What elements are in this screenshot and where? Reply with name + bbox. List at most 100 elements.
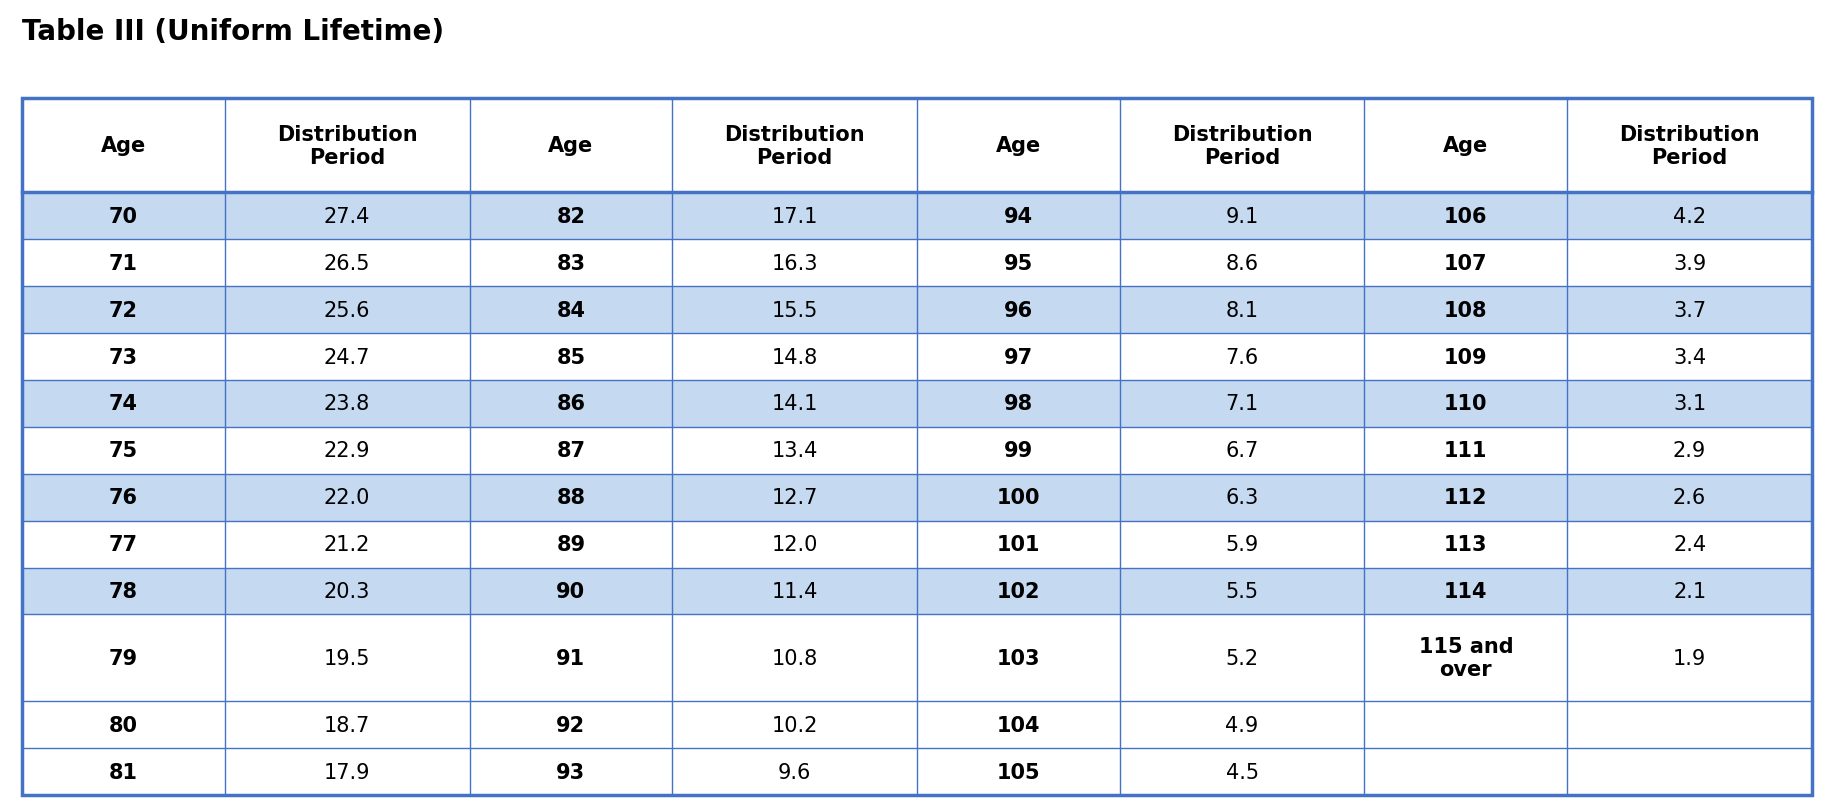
Text: 9.6: 9.6: [778, 761, 811, 781]
Text: 24.7: 24.7: [325, 347, 370, 367]
Text: 111: 111: [1443, 441, 1487, 461]
Text: 27.4: 27.4: [325, 206, 370, 226]
Bar: [22, 427, 1812, 475]
Text: 94: 94: [1003, 206, 1033, 226]
Text: 85: 85: [556, 347, 585, 367]
Text: Age: Age: [548, 137, 594, 157]
Text: 108: 108: [1443, 300, 1487, 320]
Text: 15.5: 15.5: [772, 300, 818, 320]
Text: 25.6: 25.6: [325, 300, 370, 320]
Text: 2.4: 2.4: [1673, 535, 1706, 554]
Text: 10.2: 10.2: [772, 715, 818, 735]
Text: Distribution
Period: Distribution Period: [1172, 124, 1313, 168]
Text: 89: 89: [556, 535, 585, 554]
Text: 77: 77: [108, 535, 138, 554]
Text: 22.9: 22.9: [325, 441, 370, 461]
Text: 5.9: 5.9: [1225, 535, 1258, 554]
Text: 78: 78: [108, 581, 138, 601]
Text: 76: 76: [108, 487, 138, 507]
Bar: [22, 475, 1812, 521]
Text: Distribution
Period: Distribution Period: [277, 124, 418, 168]
Text: 98: 98: [1003, 394, 1033, 414]
Text: 75: 75: [108, 441, 138, 461]
Text: 105: 105: [996, 761, 1040, 781]
Text: 17.9: 17.9: [325, 761, 370, 781]
Text: 95: 95: [1003, 254, 1033, 274]
Text: 81: 81: [108, 761, 138, 781]
Text: 26.5: 26.5: [325, 254, 370, 274]
Text: 6.7: 6.7: [1225, 441, 1258, 461]
Text: 110: 110: [1443, 394, 1487, 414]
Text: 4.2: 4.2: [1673, 206, 1706, 226]
Text: 115 and
over: 115 and over: [1418, 637, 1513, 679]
Text: 21.2: 21.2: [325, 535, 370, 554]
Text: 14.8: 14.8: [772, 347, 818, 367]
Text: 74: 74: [108, 394, 138, 414]
Text: 4.5: 4.5: [1225, 761, 1258, 781]
Text: 6.3: 6.3: [1225, 487, 1258, 507]
Text: Age: Age: [996, 137, 1042, 157]
Text: 2.1: 2.1: [1673, 581, 1706, 601]
Text: 17.1: 17.1: [772, 206, 818, 226]
Bar: [22, 614, 1812, 701]
Text: 90: 90: [556, 581, 585, 601]
Text: 4.9: 4.9: [1225, 715, 1258, 735]
Text: 10.8: 10.8: [772, 648, 818, 668]
Text: 22.0: 22.0: [325, 487, 370, 507]
Bar: [22, 100, 1812, 194]
Text: 18.7: 18.7: [325, 715, 370, 735]
Text: 100: 100: [996, 487, 1040, 507]
Bar: [22, 240, 1812, 287]
Text: 2.6: 2.6: [1673, 487, 1706, 507]
Text: 88: 88: [556, 487, 585, 507]
Bar: [22, 334, 1812, 381]
Text: 5.5: 5.5: [1225, 581, 1258, 601]
Text: 91: 91: [556, 648, 585, 668]
Text: 3.9: 3.9: [1673, 254, 1706, 274]
Text: 20.3: 20.3: [325, 581, 370, 601]
Text: 73: 73: [108, 347, 138, 367]
Text: 70: 70: [108, 206, 138, 226]
Text: 8.6: 8.6: [1225, 254, 1258, 274]
Text: 97: 97: [1003, 347, 1033, 367]
Text: 8.1: 8.1: [1225, 300, 1258, 320]
Text: 3.1: 3.1: [1673, 394, 1706, 414]
Text: Distribution
Period: Distribution Period: [1619, 124, 1761, 168]
Text: 2.9: 2.9: [1673, 441, 1706, 461]
Text: 112: 112: [1443, 487, 1487, 507]
Text: Distribution
Period: Distribution Period: [724, 124, 866, 168]
Text: 103: 103: [996, 648, 1040, 668]
Text: 3.7: 3.7: [1673, 300, 1706, 320]
Text: 109: 109: [1443, 347, 1487, 367]
Text: 96: 96: [1003, 300, 1033, 320]
Text: 71: 71: [108, 254, 138, 274]
Bar: [22, 287, 1812, 334]
Text: 7.6: 7.6: [1225, 347, 1258, 367]
Bar: [22, 701, 1812, 748]
Text: 106: 106: [1443, 206, 1487, 226]
Text: 99: 99: [1003, 441, 1033, 461]
Text: 107: 107: [1443, 254, 1487, 274]
Text: 92: 92: [556, 715, 585, 735]
Text: 23.8: 23.8: [325, 394, 370, 414]
Bar: [22, 748, 1812, 795]
Text: 114: 114: [1443, 581, 1487, 601]
Text: 7.1: 7.1: [1225, 394, 1258, 414]
Text: 79: 79: [108, 648, 138, 668]
Bar: [22, 100, 1812, 795]
Text: Table III (Uniform Lifetime): Table III (Uniform Lifetime): [22, 18, 444, 46]
Text: Age: Age: [1443, 137, 1489, 157]
Text: 1.9: 1.9: [1673, 648, 1706, 668]
Text: 104: 104: [996, 715, 1040, 735]
Text: 16.3: 16.3: [772, 254, 818, 274]
Text: 5.2: 5.2: [1225, 648, 1258, 668]
Text: 13.4: 13.4: [772, 441, 818, 461]
Text: 3.4: 3.4: [1673, 347, 1706, 367]
Text: 86: 86: [556, 394, 585, 414]
Bar: [22, 521, 1812, 568]
Text: 93: 93: [556, 761, 585, 781]
Text: 9.1: 9.1: [1225, 206, 1258, 226]
Text: 84: 84: [556, 300, 585, 320]
Text: 101: 101: [996, 535, 1040, 554]
Text: 14.1: 14.1: [772, 394, 818, 414]
